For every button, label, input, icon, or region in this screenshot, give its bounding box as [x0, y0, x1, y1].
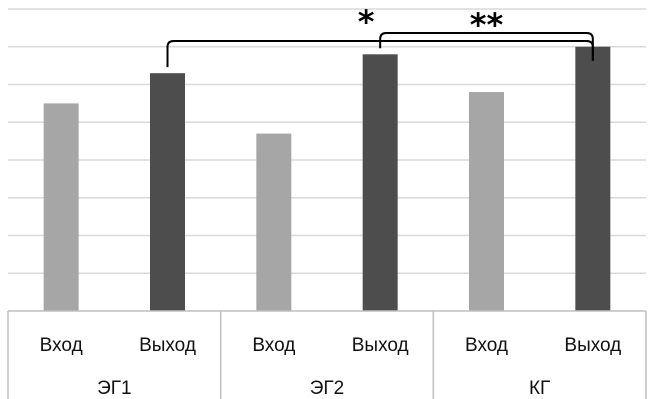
- bar: [150, 73, 185, 311]
- x-tick-label: Выход: [352, 335, 409, 356]
- x-tick-label: Вход: [252, 335, 295, 356]
- bar: [43, 103, 79, 311]
- x-tick-label: Выход: [139, 335, 196, 356]
- significance-bracket: [379, 32, 594, 61]
- group-label: ЭГ1: [97, 378, 132, 399]
- significance-marker: *: [358, 3, 375, 41]
- x-axis: [7, 310, 647, 399]
- bars: [43, 46, 611, 312]
- bar: [362, 54, 398, 312]
- bar: [256, 133, 292, 311]
- group-label: КГ: [529, 378, 550, 399]
- gridlines: [8, 8, 646, 274]
- x-tick-labels: Вход Выход Вход Выход Вход Выход: [40, 335, 622, 356]
- group-label: ЭГ2: [310, 378, 345, 399]
- bar: [575, 46, 611, 311]
- significance-brackets: * **: [166, 3, 594, 68]
- bar: [469, 92, 504, 311]
- significance-marker: **: [470, 6, 504, 44]
- x-tick-label: Вход: [465, 335, 508, 356]
- x-tick-label: Выход: [564, 335, 621, 356]
- x-tick-label: Вход: [40, 335, 83, 356]
- group-labels: ЭГ1 ЭГ2 КГ: [97, 378, 550, 399]
